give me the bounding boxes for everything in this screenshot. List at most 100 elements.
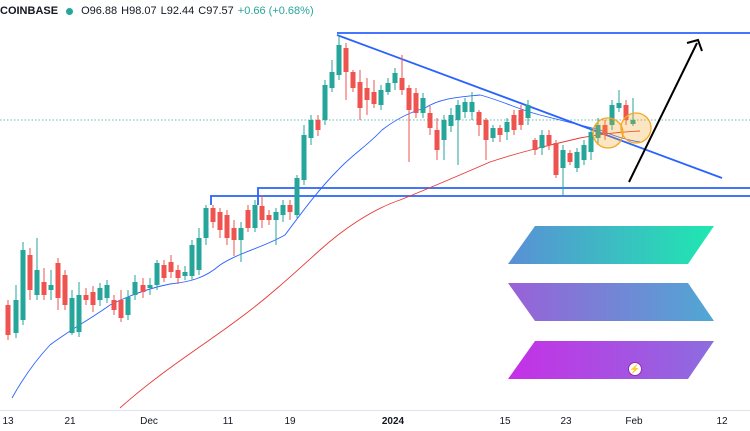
candlestick[interactable] [132,275,138,300]
candlestick[interactable] [441,115,447,160]
candlestick[interactable] [567,150,573,165]
candlestick[interactable] [588,128,594,160]
candlestick[interactable] [378,85,384,110]
projection-arrow[interactable] [628,38,703,183]
candlestick[interactable] [189,240,195,280]
candlestick[interactable] [560,145,566,195]
candlestick[interactable] [364,78,370,115]
candlestick[interactable] [245,205,251,232]
candlestick[interactable] [427,106,433,135]
candlestick[interactable] [196,228,202,275]
candlestick[interactable] [34,238,40,300]
candlestick[interactable] [476,110,482,136]
candlestick[interactable] [385,78,391,95]
candlestick-series[interactable] [5,35,636,340]
candlestick[interactable] [434,118,440,160]
candlestick[interactable] [182,266,188,280]
candlestick[interactable] [13,285,19,338]
candlestick[interactable] [231,220,237,256]
candlestick[interactable] [518,105,524,130]
candlestick[interactable] [329,60,335,92]
candlestick[interactable] [602,120,608,140]
candlestick[interactable] [343,43,349,100]
candlestick[interactable] [308,115,314,145]
time-axis[interactable]: 13 21 Dec 11 19 2024 15 23 Feb 12 [0,410,750,431]
candlestick[interactable] [399,55,405,95]
candlestick[interactable] [371,80,377,108]
candlestick[interactable] [55,258,61,310]
candlestick[interactable] [581,140,587,165]
time-tick: Feb [625,416,643,427]
candlestick[interactable] [217,208,223,238]
time-tick: 11 [222,416,234,427]
candlestick[interactable] [448,108,454,132]
candlestick[interactable] [455,100,461,165]
candlestick[interactable] [574,148,580,172]
candlestick[interactable] [483,118,489,160]
support-box-upper[interactable] [257,187,750,205]
candlestick[interactable] [420,93,426,118]
candlestick[interactable] [154,260,160,290]
candlestick[interactable] [140,278,146,298]
candlestick[interactable] [413,88,419,118]
candlestick[interactable] [280,200,286,222]
candlestick[interactable] [497,125,503,142]
lightning-event-icon[interactable]: ⚡ [628,362,642,376]
candlestick[interactable] [609,100,615,130]
candlestick[interactable] [273,208,279,245]
candlestick[interactable] [252,200,258,232]
candlestick[interactable] [525,100,531,125]
candlestick[interactable] [76,282,82,337]
candlestick[interactable] [161,260,167,282]
candlestick[interactable] [266,210,272,225]
candlestick[interactable] [315,115,321,136]
candlestick[interactable] [203,205,209,245]
candlestick[interactable] [322,80,328,125]
candlestick[interactable] [336,35,342,80]
candlestick[interactable] [224,210,230,245]
candlestick[interactable] [294,175,300,218]
support-box-lower[interactable] [210,195,750,205]
candlestick[interactable] [48,270,54,300]
candlestick[interactable] [546,130,552,150]
candlestick[interactable] [238,222,244,262]
candlestick[interactable] [90,286,96,312]
candlestick[interactable] [532,138,538,155]
candlestick[interactable] [623,100,629,125]
candlestick[interactable] [175,265,181,284]
candlestick[interactable] [469,92,475,120]
candlestick[interactable] [287,200,293,220]
candlestick[interactable] [539,130,545,155]
candlestick[interactable] [301,125,307,185]
candlestick[interactable] [392,68,398,90]
candlestick[interactable] [20,242,26,325]
candlestick[interactable] [630,98,636,126]
candlestick[interactable] [210,205,216,228]
candlestick[interactable] [511,110,517,135]
candlestick[interactable] [69,290,75,335]
candlestick[interactable] [490,125,496,142]
candlestick[interactable] [504,118,510,140]
price-chart[interactable] [0,0,750,410]
candlestick[interactable] [125,290,131,320]
highlight-circle-left[interactable] [592,117,624,149]
candlestick[interactable] [41,268,47,300]
candlestick[interactable] [27,248,33,300]
candlestick[interactable] [118,290,124,322]
candlestick[interactable] [259,195,265,228]
highlight-circle-right[interactable] [620,112,652,144]
candlestick[interactable] [147,278,153,295]
candlestick[interactable] [104,280,110,303]
candlestick[interactable] [97,283,103,306]
candlestick[interactable] [168,255,174,278]
candlestick[interactable] [616,90,622,112]
candlestick[interactable] [553,140,559,178]
candlestick[interactable] [406,85,412,162]
candlestick[interactable] [462,98,468,118]
candlestick[interactable] [5,300,11,340]
candlestick[interactable] [83,288,89,305]
candlestick[interactable] [350,70,356,92]
candlestick[interactable] [357,70,363,120]
candlestick[interactable] [111,295,117,315]
candlestick[interactable] [62,270,68,310]
